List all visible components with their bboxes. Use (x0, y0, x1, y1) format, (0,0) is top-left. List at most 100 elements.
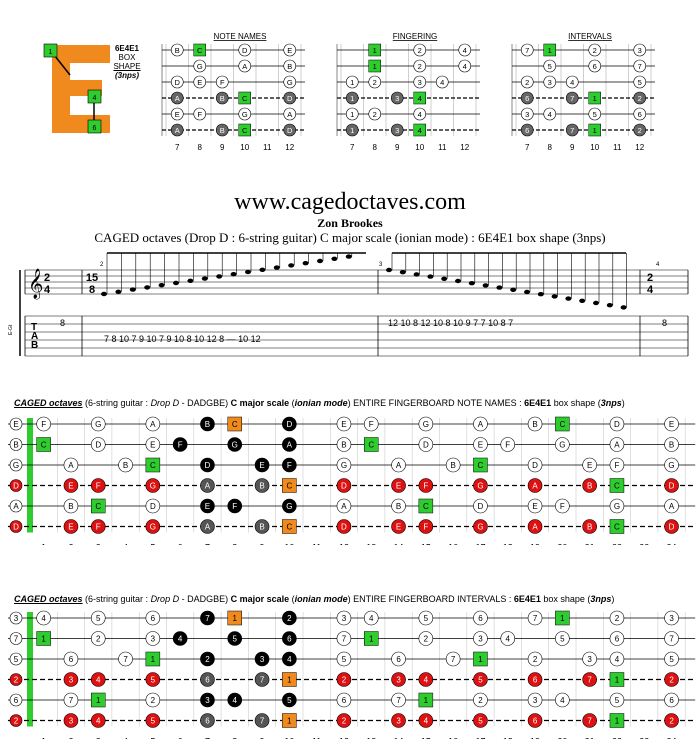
note-marker (520, 107, 534, 121)
fret-note-marker (555, 498, 570, 514)
note-marker (633, 75, 647, 89)
fret-note-label: F (232, 502, 237, 511)
mini-cell-label: 2 (418, 62, 422, 71)
fret-note-marker (582, 519, 597, 534)
mini-cell-label: 6 (593, 62, 597, 71)
note-marker (633, 91, 647, 105)
note-marker (170, 107, 184, 121)
note-marker (215, 91, 229, 105)
fret-note-marker (145, 416, 161, 432)
fret-note-marker (527, 651, 543, 667)
root-square (364, 437, 379, 452)
fret-number: 2 (68, 543, 73, 546)
fret-note-marker (227, 498, 243, 514)
fret-number: 10 (284, 737, 294, 740)
fret-number: 1 (41, 737, 46, 740)
mini-cell-label: E (287, 46, 292, 55)
fret-note-marker (445, 651, 461, 667)
open-string-label: D (13, 482, 19, 491)
fret-note-label: C (286, 482, 292, 491)
note-marker (170, 123, 184, 137)
root-square (145, 651, 161, 667)
fret-note-label: F (560, 502, 565, 511)
fret-note-label: 4 (178, 635, 183, 644)
fret-note-marker (527, 672, 543, 687)
fret-note-label: 2 (342, 676, 347, 685)
fret-note-label: A (532, 523, 538, 532)
root-marker (238, 123, 251, 137)
open-string-marker (9, 611, 23, 625)
fret-note-label: 5 (287, 696, 292, 705)
root-square (555, 416, 570, 432)
fret-note-marker (473, 692, 488, 708)
fret-note-marker (609, 651, 625, 667)
fret-note-label: F (178, 441, 183, 450)
mini-cell-label: D (287, 94, 293, 103)
fret-note-label: D (478, 502, 484, 511)
fret-number: 14 (394, 543, 404, 546)
fret-note-marker (527, 713, 543, 728)
mini-cell-label: 2 (638, 94, 642, 103)
note-marker (283, 59, 297, 73)
root-square (555, 610, 570, 626)
fret-note-label: B (587, 523, 592, 532)
fret-note-label: 1 (478, 655, 483, 664)
note-head (216, 274, 223, 279)
fret-note-label: 1 (287, 717, 292, 726)
fret-number: 4 (123, 737, 128, 740)
time-signature-mid: 15 (86, 272, 98, 284)
fret-note-marker (664, 478, 679, 493)
root-marker (368, 43, 381, 57)
fret-note-marker (664, 672, 679, 687)
mini-cell-label: B (287, 62, 292, 71)
fret-note-marker (172, 437, 188, 452)
mini-cell-label: G (242, 110, 248, 119)
mini-fret-number: 11 (438, 143, 447, 152)
note-head (510, 287, 517, 292)
fret-number: 11 (312, 543, 321, 546)
fret-note-label: 6 (615, 635, 620, 644)
fret-number: 12 (339, 543, 349, 546)
fingerboard-intervals-title: CAGED octaves (6-string guitar : Drop D … (14, 594, 615, 604)
root-square (36, 631, 51, 646)
box-root-square (227, 416, 242, 432)
fret-note-label: 3 (396, 717, 401, 726)
note-head (455, 278, 461, 284)
fret-note-marker (391, 651, 406, 667)
fret-note-marker (200, 713, 215, 728)
note-marker (633, 43, 647, 57)
note-marker (283, 43, 297, 57)
time-signature-start: 4 (44, 284, 51, 296)
fret-note-label: C (478, 461, 484, 470)
fret-number: 9 (260, 737, 265, 740)
mini-cell-label: F (197, 110, 202, 119)
mini-cell-label: 4 (463, 62, 467, 71)
note-marker (588, 43, 602, 57)
note-head (593, 300, 599, 306)
fret-note-marker (227, 437, 243, 452)
fret-note-marker (418, 519, 434, 534)
fret-number: 4 (123, 543, 128, 546)
fret-note-label: F (369, 420, 374, 429)
note-head (245, 269, 251, 275)
fret-note-marker (391, 519, 406, 534)
mini-cell-label: 6 (525, 126, 529, 135)
fret-note-marker (63, 692, 79, 708)
fret-note-marker (664, 416, 679, 432)
shape-name: 6E4E1 (114, 44, 140, 53)
fret-note-label: 6 (205, 717, 210, 726)
fret-note-label: C (286, 523, 292, 532)
fret-note-marker (282, 692, 297, 708)
open-string-label: B (13, 441, 18, 450)
fret-note-marker (336, 498, 352, 514)
fret-note-label: 5 (233, 635, 238, 644)
fret-note-marker (418, 610, 434, 626)
fret-note-marker (473, 672, 488, 687)
fret-note-label: E (341, 420, 346, 429)
fret-note-label: 6 (533, 717, 538, 726)
fret-note-label: G (668, 461, 674, 470)
fret-note-label: 5 (560, 635, 565, 644)
nut-bar (27, 418, 33, 533)
time-signature-end: 2 (647, 272, 653, 284)
fret-number: 6 (178, 543, 183, 546)
